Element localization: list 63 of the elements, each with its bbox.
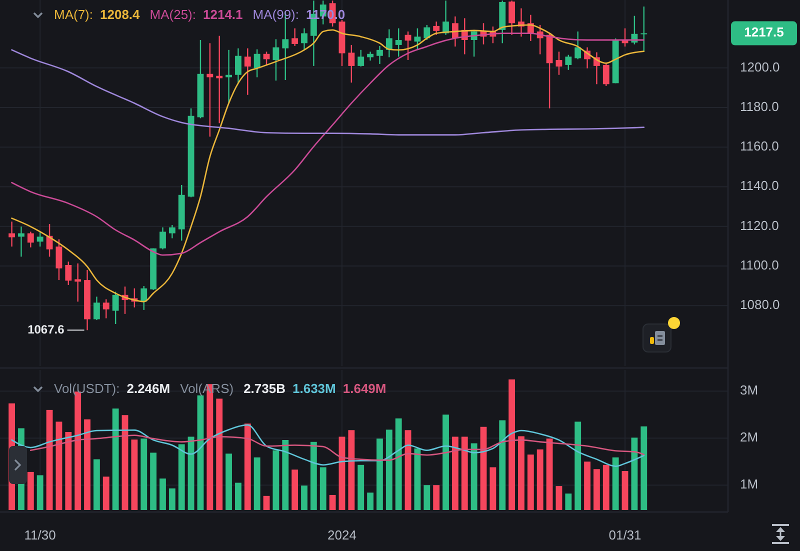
candlestick: [442, 0, 449, 36]
candlestick: [292, 28, 298, 47]
candlestick: [112, 291, 119, 325]
candlestick: [93, 296, 100, 321]
candlestick: [376, 45, 383, 65]
candlestick: [18, 226, 24, 258]
candlestick: [272, 38, 280, 82]
y-tick-label: 1120.0: [740, 218, 779, 233]
y-tick-label: 1M: [740, 476, 758, 492]
text: MA(7):: [54, 7, 93, 22]
candlestick: [574, 30, 582, 60]
annotation: 1208.4: [100, 7, 141, 22]
series-label: Vol(USDT):: [54, 381, 120, 396]
annotation: 1.633M: [292, 381, 336, 396]
y-tick-label: 1080.0: [740, 297, 780, 312]
candlestick: [301, 28, 308, 51]
candlestick: [565, 54, 572, 71]
candlestick: [102, 298, 110, 319]
line-series: [11, 49, 645, 136]
line-series: [11, 24, 645, 302]
y-tick-label: 2M: [740, 430, 758, 445]
candlestick: [36, 231, 44, 248]
y-tick-label: 1180.0: [740, 98, 779, 114]
candlestick: [56, 238, 62, 281]
candlestick: [386, 28, 392, 58]
candlestick: [556, 51, 562, 76]
candlestick: [27, 231, 34, 248]
candlestick: [404, 30, 412, 61]
candlestick: [395, 28, 402, 58]
candlestick: [358, 49, 364, 68]
candlestick: [65, 261, 72, 286]
y-tick-label: 1160.0: [740, 138, 779, 154]
candlestick: [433, 20, 440, 36]
candlestick: [414, 28, 421, 51]
candlestick: [8, 221, 15, 248]
candlestick: [424, 24, 430, 41]
x-tick-label: 2024: [328, 527, 356, 542]
annotation: 2.735B: [244, 381, 286, 396]
annotation: 2.246M: [126, 381, 170, 396]
y-tick-label: 1200.0: [740, 59, 780, 74]
y-tick-label: 1140.0: [740, 178, 779, 194]
candlestick: [244, 48, 251, 96]
annotation: 1067.6: [28, 322, 65, 336]
line-series: [11, 424, 645, 468]
y-tick-label: 3M: [740, 382, 758, 398]
candlestick: [235, 48, 242, 84]
annotation: 1214.1: [203, 7, 243, 22]
x-tick-label: 01/31: [608, 527, 642, 542]
line-series: [30, 434, 645, 461]
candlestick: [140, 285, 148, 311]
candlestick: [160, 226, 166, 250]
text: MA(25):: [150, 7, 196, 22]
y-tick-label: 1100.0: [740, 257, 779, 272]
candlestick: [640, 6, 648, 52]
candlestick: [508, 0, 516, 36]
candlestick: [348, 44, 355, 84]
x-tick-label: 11/30: [24, 527, 56, 542]
candlestick: [602, 62, 610, 87]
annotation: 1.649M: [342, 381, 386, 396]
text: 1217.5: [744, 24, 784, 40]
candlestick: [168, 224, 176, 239]
candlestick: [206, 42, 214, 138]
candlestick: [254, 48, 260, 78]
